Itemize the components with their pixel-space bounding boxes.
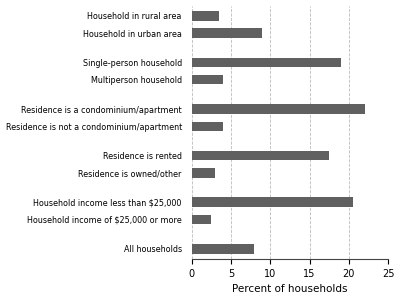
Bar: [192, 11, 219, 21]
Bar: [192, 215, 211, 224]
Bar: [192, 197, 353, 207]
Bar: [192, 244, 254, 254]
Bar: [192, 28, 262, 38]
Bar: [192, 122, 223, 131]
Bar: [192, 151, 329, 160]
Bar: [192, 168, 215, 178]
Bar: [192, 104, 364, 114]
Bar: [192, 58, 341, 67]
Bar: [192, 75, 223, 85]
X-axis label: Percent of households: Percent of households: [232, 284, 348, 294]
